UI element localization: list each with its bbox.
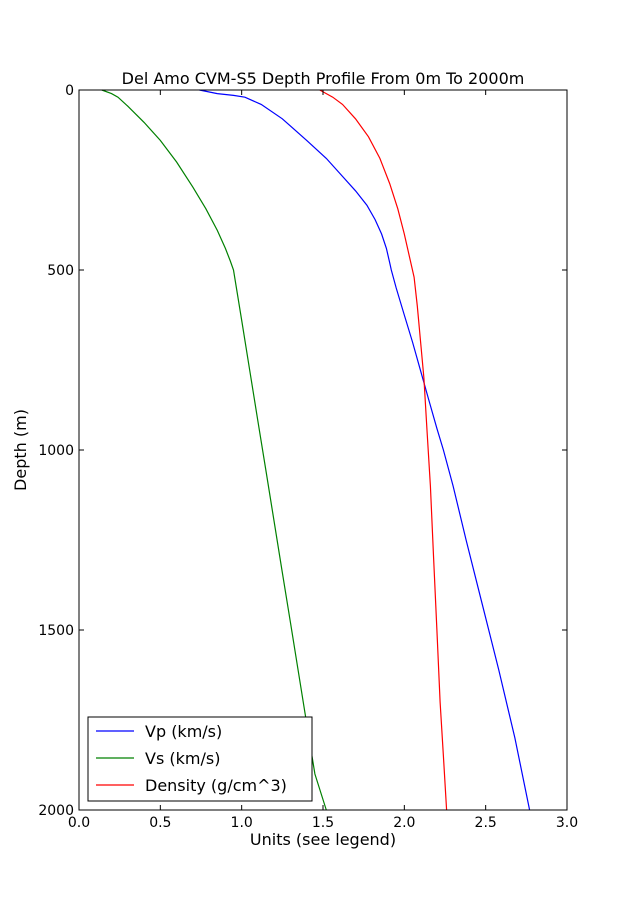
chart-title: Del Amo CVM-S5 Depth Profile From 0m To … bbox=[122, 69, 525, 88]
y-tick-label: 1500 bbox=[38, 623, 74, 639]
y-axis-label: Depth (m) bbox=[11, 409, 30, 491]
y-tick-label: 1000 bbox=[38, 443, 74, 459]
ticks-layer: 0.0 0.5 1.0 1.5 2.0 2.5 3.0 0 500 1000 1500 2000 bbox=[38, 83, 578, 831]
x-tick-label: 3.0 bbox=[556, 815, 578, 831]
legend-label-0: Vp (km/s) bbox=[145, 722, 222, 741]
series-line-0 bbox=[199, 89, 531, 811]
legend-label-2: Density (g/cm^3) bbox=[145, 776, 287, 795]
series-line-1 bbox=[101, 89, 327, 811]
x-tick-label: 2.0 bbox=[393, 815, 415, 831]
legend-label-1: Vs (km/s) bbox=[145, 749, 220, 768]
x-tick-label: 1.0 bbox=[231, 815, 253, 831]
y-tick-label: 0 bbox=[65, 83, 74, 99]
y-tick-label: 500 bbox=[47, 263, 74, 279]
x-tick-label: 0.5 bbox=[149, 815, 171, 831]
x-tick-label: 1.5 bbox=[312, 815, 334, 831]
y-tick-label: 2000 bbox=[38, 803, 74, 819]
legend: Vp (km/s) Vs (km/s) Density (g/cm^3) bbox=[87, 716, 313, 802]
series-line-2 bbox=[319, 89, 448, 811]
series-layer bbox=[101, 89, 531, 811]
x-tick-label: 0.0 bbox=[68, 815, 90, 831]
plot-frame bbox=[78, 89, 568, 811]
x-tick-label: 2.5 bbox=[475, 815, 497, 831]
x-axis-label: Units (see legend) bbox=[250, 830, 396, 849]
